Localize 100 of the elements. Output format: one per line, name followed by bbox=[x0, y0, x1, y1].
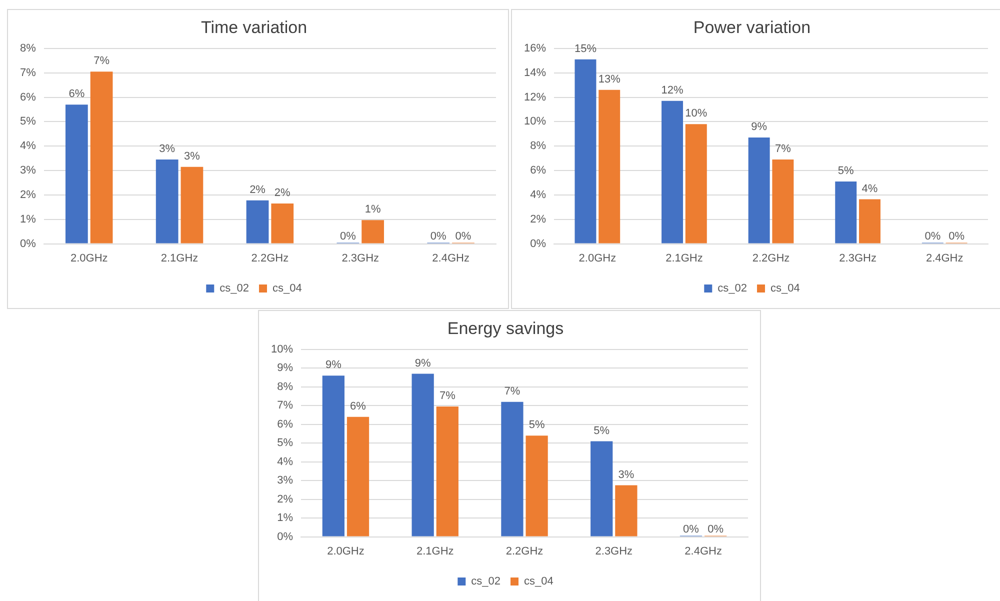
y-tick-label: 3% bbox=[277, 474, 294, 487]
bar bbox=[835, 182, 857, 244]
data-label: 15% bbox=[574, 42, 597, 55]
data-label: 3% bbox=[159, 143, 176, 156]
y-tick-label: 8% bbox=[530, 140, 546, 152]
y-tick-label: 5% bbox=[277, 437, 294, 450]
bar bbox=[748, 138, 770, 244]
x-tick-label: 2.0GHz bbox=[327, 545, 364, 558]
bar bbox=[346, 416, 370, 536]
y-tick-label: 2% bbox=[277, 493, 294, 506]
bar bbox=[598, 90, 620, 244]
y-tick-label: 6% bbox=[530, 164, 546, 177]
x-tick-label: 2.4GHz bbox=[432, 252, 470, 264]
x-tick-label: 2.3GHz bbox=[342, 252, 380, 264]
y-tick-label: 8% bbox=[20, 42, 36, 54]
data-label: 5% bbox=[594, 424, 610, 437]
y-tick-label: 7% bbox=[277, 400, 294, 412]
data-label: 0% bbox=[924, 230, 941, 242]
legend-label: cs_02 bbox=[471, 576, 501, 588]
data-label: 0% bbox=[455, 230, 472, 242]
bar bbox=[90, 72, 113, 244]
data-label: 7% bbox=[504, 385, 520, 398]
y-tick-label: 6% bbox=[277, 418, 294, 430]
y-tick-label: 1% bbox=[277, 512, 294, 524]
x-tick-label: 2.0GHz bbox=[578, 252, 616, 264]
y-tick-label: 16% bbox=[524, 42, 546, 54]
chart-title: Energy savings bbox=[447, 318, 564, 338]
y-tick-label: 2% bbox=[20, 188, 36, 201]
y-tick-label: 14% bbox=[524, 66, 546, 79]
x-tick-label: 2.2GHz bbox=[251, 252, 289, 264]
bar bbox=[574, 59, 596, 244]
bar bbox=[436, 406, 458, 536]
y-tick-label: 5% bbox=[20, 116, 36, 128]
bar bbox=[772, 160, 794, 244]
bar bbox=[501, 402, 524, 536]
data-label: 4% bbox=[862, 182, 878, 195]
x-tick-label: 2.3GHz bbox=[595, 545, 633, 558]
data-label: 3% bbox=[618, 468, 634, 481]
legend-label: cs_04 bbox=[770, 282, 800, 295]
bar bbox=[156, 160, 178, 244]
x-tick-label: 2.0GHz bbox=[70, 252, 108, 264]
x-tick-label: 2.1GHz bbox=[416, 545, 454, 558]
y-tick-label: 3% bbox=[20, 164, 36, 177]
legend-label: cs_02 bbox=[220, 282, 250, 295]
y-tick-label: 0% bbox=[20, 238, 36, 250]
y-tick-label: 4% bbox=[277, 456, 294, 468]
chart-title: Time variation bbox=[200, 18, 308, 37]
bar bbox=[180, 166, 204, 244]
y-tick-label: 10% bbox=[524, 116, 546, 128]
data-label: 9% bbox=[325, 359, 342, 372]
data-label: 3% bbox=[184, 150, 200, 162]
y-tick-label: 1% bbox=[20, 213, 36, 226]
y-tick-label: 2% bbox=[530, 213, 546, 226]
x-tick-label: 2.4GHz bbox=[684, 545, 722, 558]
y-tick-label: 7% bbox=[20, 66, 36, 79]
data-label: 0% bbox=[948, 230, 965, 242]
bar bbox=[685, 124, 707, 244]
y-tick-label: 6% bbox=[20, 91, 36, 104]
legend-label: cs_04 bbox=[272, 282, 302, 295]
y-tick-label: 8% bbox=[277, 380, 294, 393]
y-tick-label: 4% bbox=[530, 188, 546, 201]
x-tick-label: 2.1GHz bbox=[160, 252, 198, 264]
data-label: 0% bbox=[340, 230, 356, 242]
data-label: 7% bbox=[774, 143, 792, 156]
data-label: 9% bbox=[751, 121, 768, 134]
y-tick-label: 9% bbox=[277, 362, 294, 374]
y-tick-label: 10% bbox=[270, 343, 294, 356]
data-label: 10% bbox=[685, 108, 708, 120]
data-label: 9% bbox=[414, 357, 431, 370]
bar bbox=[412, 374, 434, 536]
data-label: 13% bbox=[598, 73, 621, 86]
bar bbox=[590, 441, 613, 536]
bar bbox=[65, 104, 88, 244]
x-tick-label: 2.2GHz bbox=[752, 252, 790, 264]
data-label: 0% bbox=[683, 523, 700, 536]
data-label: 1% bbox=[364, 204, 381, 216]
y-tick-label: 0% bbox=[530, 238, 546, 250]
bar bbox=[526, 436, 548, 536]
data-label: 2% bbox=[250, 184, 266, 196]
x-tick-label: 2.3GHz bbox=[839, 252, 876, 264]
x-tick-label: 2.1GHz bbox=[666, 252, 703, 264]
bar bbox=[246, 200, 269, 244]
x-tick-label: 2.2GHz bbox=[506, 545, 544, 558]
y-tick-label: 12% bbox=[524, 91, 546, 104]
data-label: 0% bbox=[430, 230, 447, 242]
data-label: 7% bbox=[94, 55, 110, 68]
data-label: 12% bbox=[661, 84, 684, 96]
bar bbox=[362, 220, 384, 244]
bar bbox=[662, 100, 684, 244]
data-label: 6% bbox=[350, 400, 366, 412]
data-label: 7% bbox=[439, 390, 456, 402]
bar bbox=[271, 204, 294, 244]
legend-label: cs_02 bbox=[718, 282, 748, 295]
x-tick-label: 2.4GHz bbox=[926, 252, 964, 264]
bar bbox=[615, 485, 638, 536]
data-label: 0% bbox=[708, 523, 724, 536]
data-label: 6% bbox=[68, 88, 85, 100]
y-tick-label: 4% bbox=[20, 140, 36, 152]
y-tick-label: 0% bbox=[277, 530, 294, 543]
legend-label: cs_04 bbox=[524, 576, 554, 588]
